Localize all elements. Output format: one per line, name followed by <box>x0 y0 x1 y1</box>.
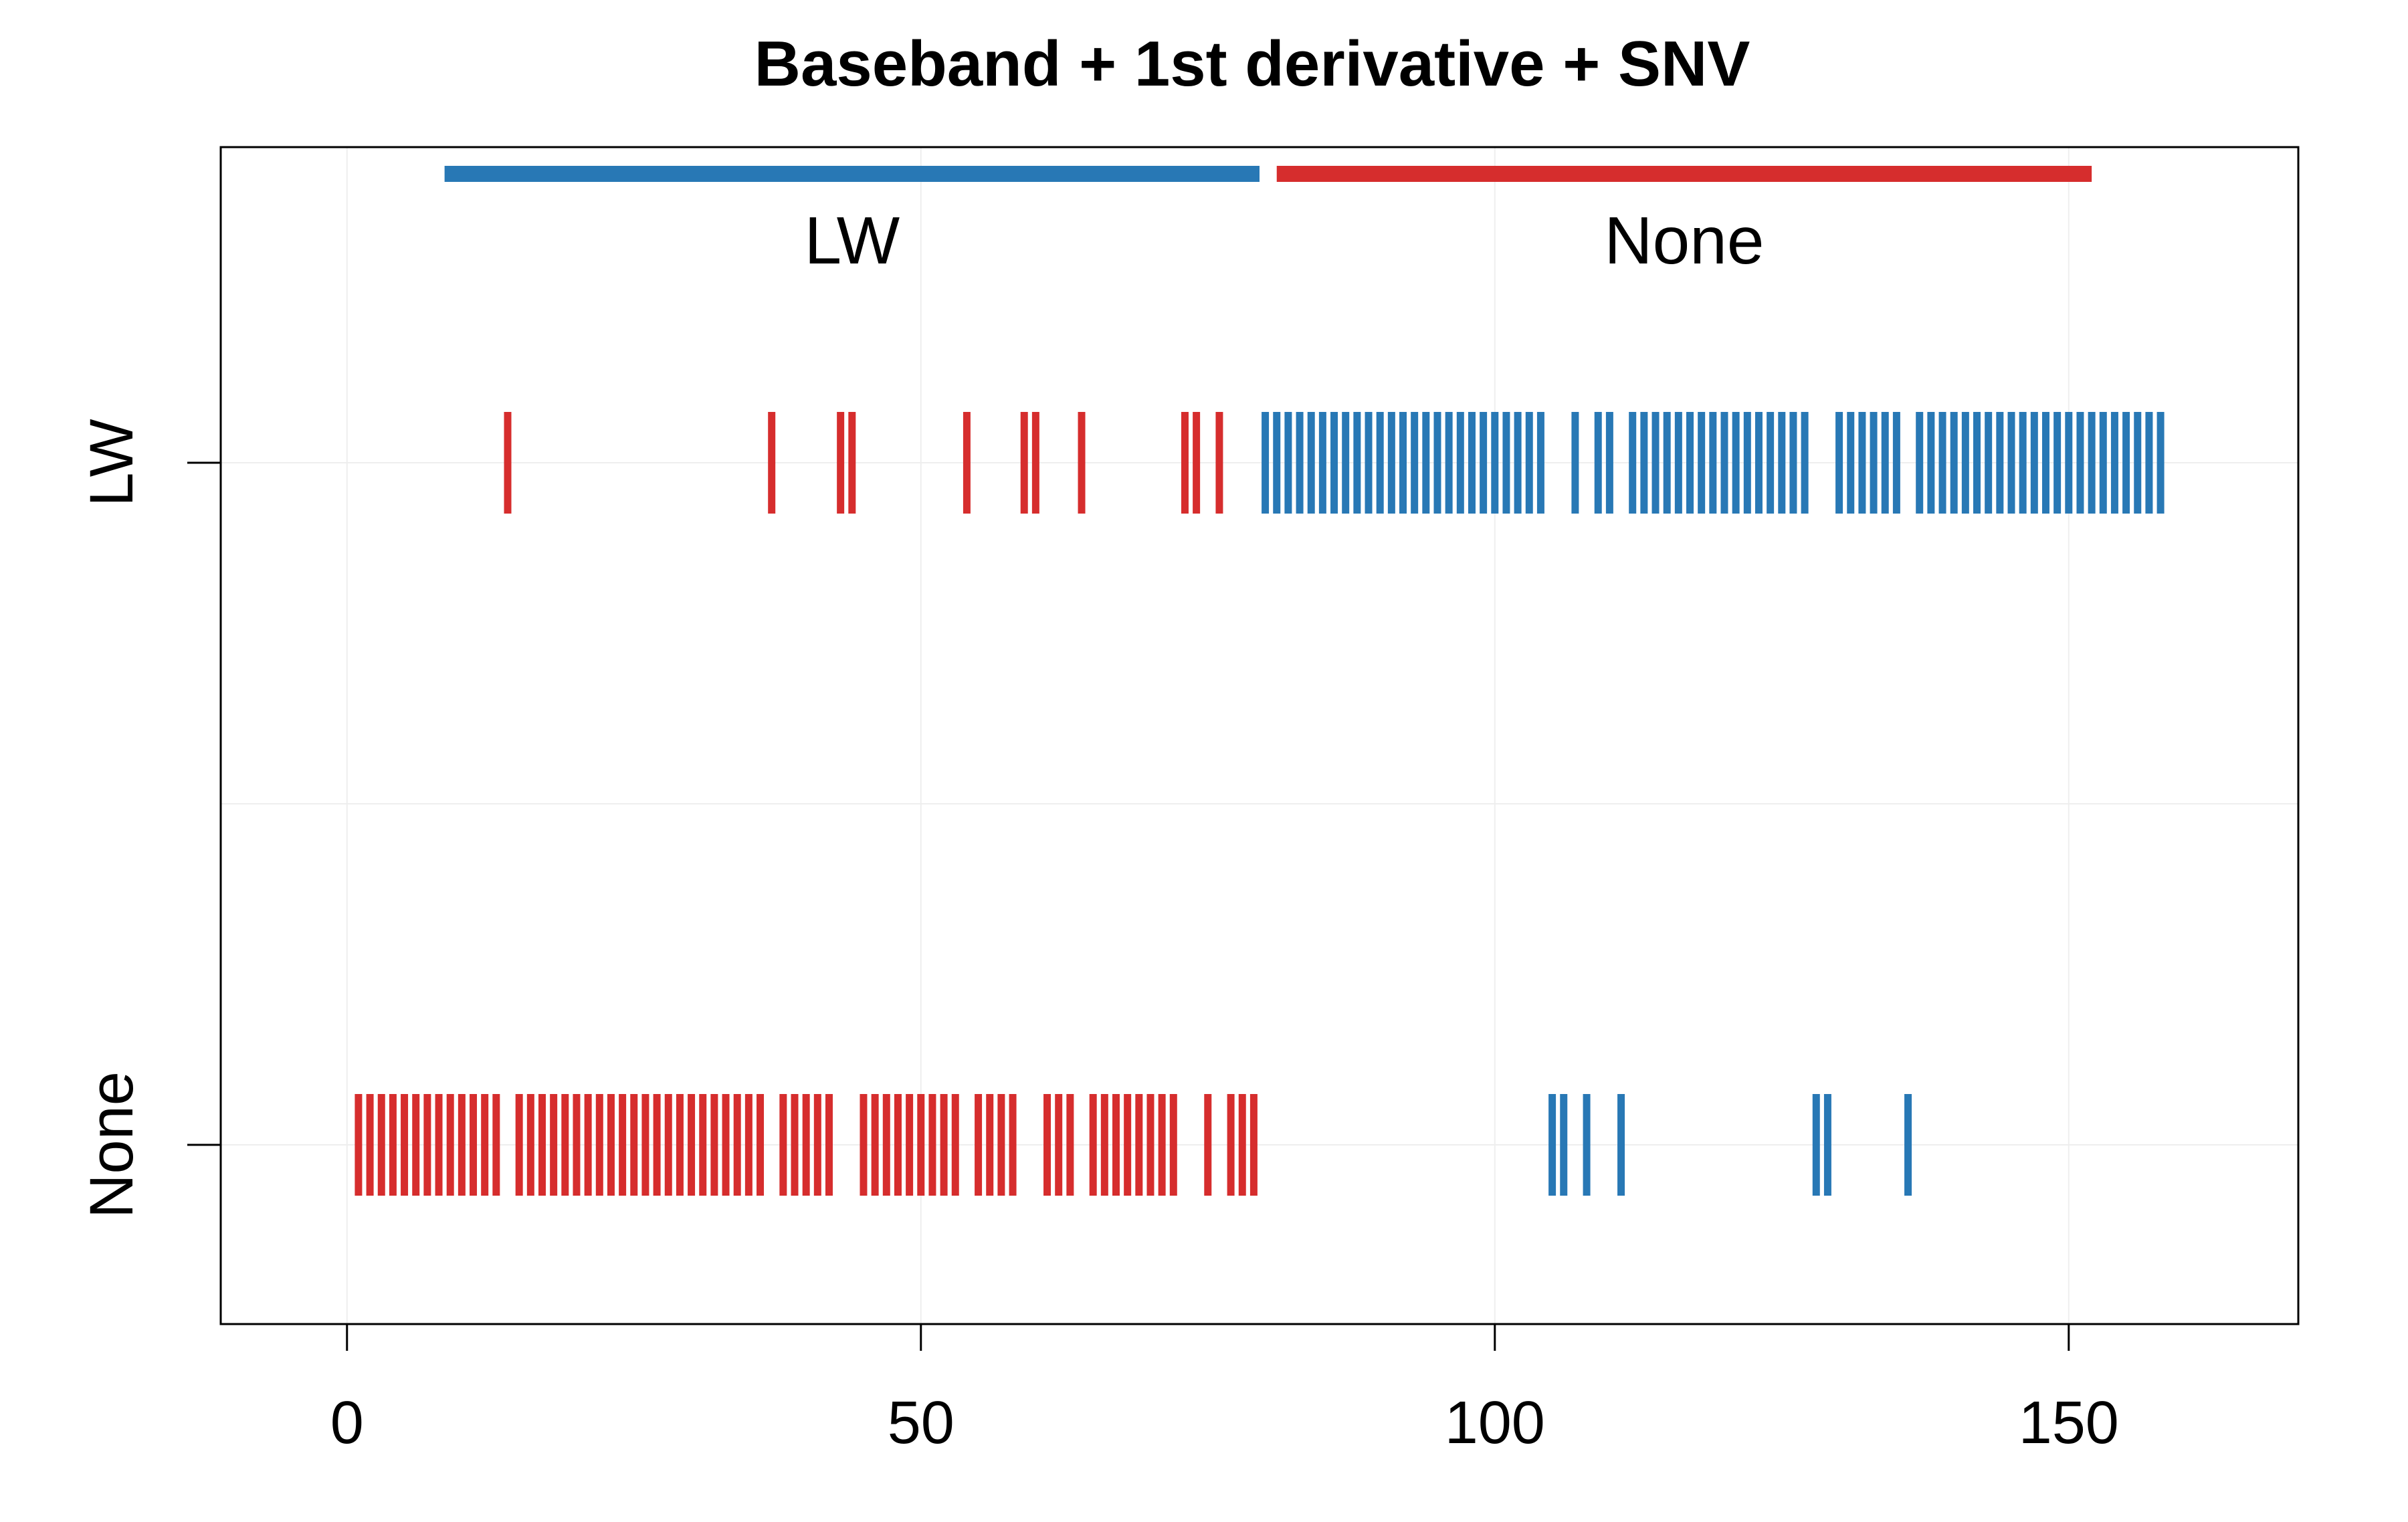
chart-title: Baseband + 1st derivative + SNV <box>755 28 1750 100</box>
x-tick-label: 0 <box>330 1390 364 1456</box>
x-tick-label: 100 <box>1445 1390 1545 1456</box>
group-label-lw: LW <box>805 203 900 278</box>
group-label-none: None <box>1604 203 1764 278</box>
group-bars: LW None <box>445 174 2092 278</box>
axes: 0 50 100 150 None LW <box>78 419 2119 1456</box>
x-tick-label: 50 <box>888 1390 955 1456</box>
y-tick-label-none: None <box>78 1071 146 1218</box>
x-tick-label: 150 <box>2019 1390 2119 1456</box>
y-tick-label-lw: LW <box>78 419 146 506</box>
